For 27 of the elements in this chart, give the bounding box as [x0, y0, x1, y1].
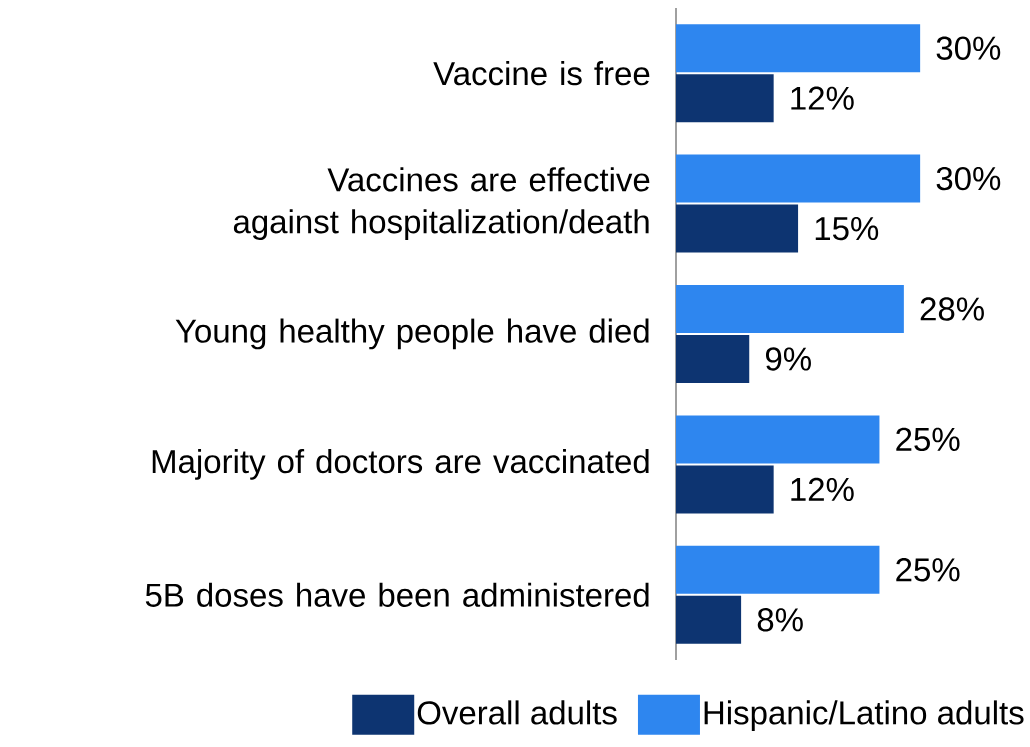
- y-tick-label: 5B doses have been administered: [145, 582, 649, 607]
- bar: [676, 415, 880, 464]
- bar: [676, 24, 921, 73]
- legend-label: Hispanic/Latino adults: [704, 700, 1024, 732]
- data-label: 9%: [765, 347, 811, 371]
- data-label: 28%: [920, 297, 984, 321]
- y-tick-label: Vaccines are effective against hospitalization/death: [233, 167, 650, 240]
- bar: [676, 595, 742, 644]
- bar: [676, 545, 880, 594]
- data-label: 15%: [815, 216, 879, 241]
- data-label: 25%: [896, 558, 960, 582]
- bar: [676, 204, 799, 253]
- data-label: 30%: [936, 166, 1001, 191]
- bar: [676, 74, 774, 123]
- data-label: 8%: [757, 608, 803, 632]
- data-label: 30%: [936, 36, 1001, 60]
- legend-label: Overall adults: [417, 700, 617, 725]
- bar: [676, 154, 921, 203]
- data-label: 25%: [896, 427, 960, 452]
- y-tick-label: Young healthy people have died: [175, 318, 649, 350]
- y-tick-label: Vaccine is free: [433, 61, 650, 86]
- bar: [676, 465, 774, 514]
- bar: [676, 335, 750, 383]
- bar: [676, 285, 904, 333]
- data-label: 12%: [791, 86, 854, 110]
- y-tick-label: Majority of doctors are vaccinated: [152, 449, 649, 480]
- data-label: 12%: [791, 477, 854, 502]
